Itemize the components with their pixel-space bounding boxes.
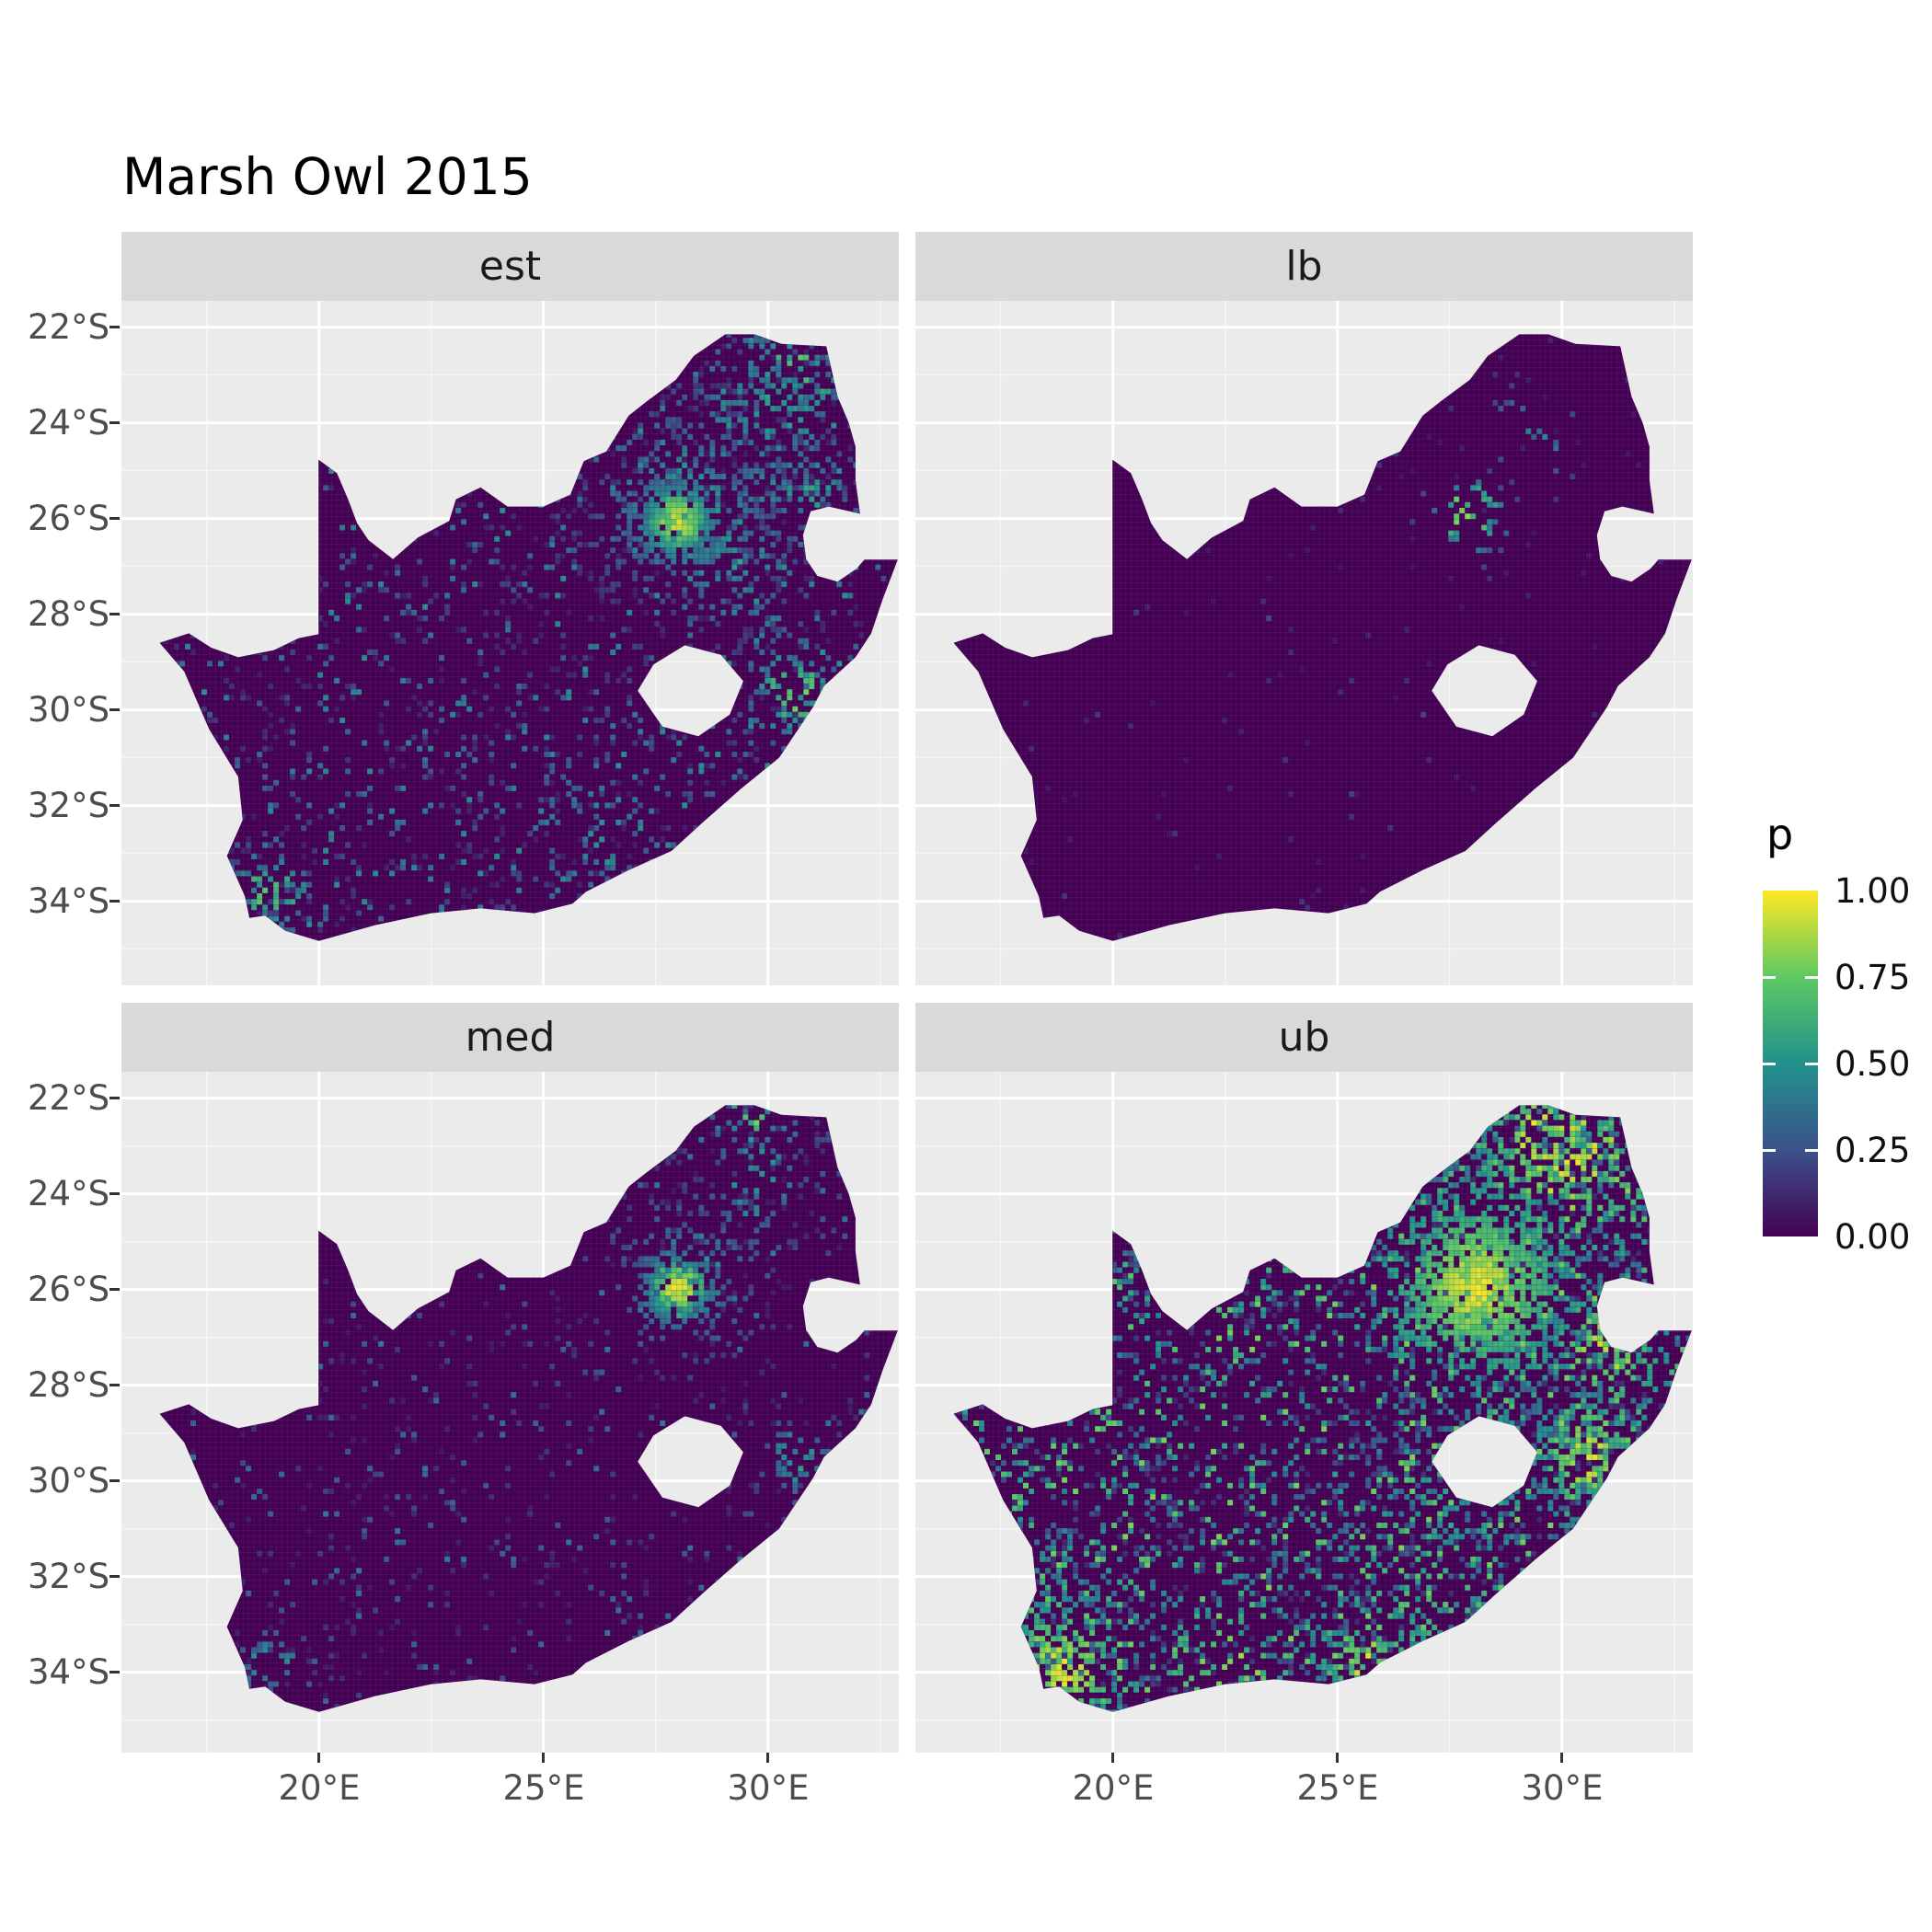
x-axis-tick-label: 30°E [1521, 1768, 1604, 1808]
colorbar-tick-mark [1763, 1063, 1776, 1065]
y-axis-tick-label: 28°S [28, 594, 110, 634]
y-axis-tick-label: 26°S [28, 1270, 110, 1309]
y-axis-tick-mark [109, 517, 120, 520]
map-svg-med [121, 1072, 899, 1753]
facet-panel-med [121, 1072, 899, 1753]
map-svg-ub [915, 1072, 1693, 1753]
legend-tick-label: 0.75 [1834, 958, 1911, 997]
y-axis-tick-mark [109, 613, 120, 615]
x-axis-tick-mark [766, 1753, 769, 1763]
y-axis-tick-label: 34°S [28, 881, 110, 921]
facet-panel-est [121, 301, 899, 985]
facet-label-med: med [465, 1014, 556, 1061]
x-axis-tick-mark [542, 1753, 545, 1763]
colorbar-tick-mark [1805, 1063, 1818, 1065]
y-axis-tick-mark [109, 1384, 120, 1386]
colorbar-tick-mark [1763, 976, 1776, 979]
y-axis-tick-mark [109, 1097, 120, 1099]
facet-panel-lb [915, 301, 1693, 985]
legend-tick-label: 0.25 [1834, 1131, 1911, 1170]
y-axis-tick-label: 30°S [28, 1461, 110, 1501]
y-axis-tick-label: 22°S [28, 307, 110, 347]
x-axis-tick-mark [1111, 1753, 1114, 1763]
y-axis-tick-mark [109, 421, 120, 424]
y-axis-tick-label: 22°S [28, 1078, 110, 1118]
legend-tick-label: 0.50 [1834, 1044, 1911, 1084]
y-axis-tick-label: 24°S [28, 403, 110, 443]
y-axis-tick-label: 26°S [28, 499, 110, 538]
y-axis-tick-label: 34°S [28, 1652, 110, 1692]
legend-tick-label: 1.00 [1834, 871, 1911, 911]
y-axis-tick-mark [109, 804, 120, 807]
x-axis-tick-mark [1560, 1753, 1563, 1763]
y-axis-tick-label: 24°S [28, 1174, 110, 1213]
chart-title: Marsh Owl 2015 [122, 147, 533, 206]
y-axis-tick-label: 32°S [28, 786, 110, 825]
facet-label-ub: ub [1278, 1014, 1330, 1061]
y-axis-tick-mark [109, 326, 120, 328]
map-svg-lb [915, 301, 1693, 985]
facet-strip-lb: lb [915, 232, 1693, 301]
y-axis-tick-mark [109, 1288, 120, 1291]
colorbar-tick-mark [1805, 976, 1818, 979]
x-axis-tick-label: 20°E [1072, 1768, 1155, 1808]
y-axis-tick-label: 28°S [28, 1365, 110, 1405]
x-axis-tick-mark [1336, 1753, 1339, 1763]
x-axis-tick-label: 25°E [1296, 1768, 1379, 1808]
y-axis-tick-mark [109, 900, 120, 903]
y-axis-tick-label: 32°S [28, 1557, 110, 1596]
facet-strip-med: med [121, 1003, 899, 1072]
facet-label-est: est [478, 243, 542, 290]
y-axis-tick-mark [109, 1192, 120, 1195]
legend-title: p [1766, 810, 1794, 859]
x-axis-tick-label: 30°E [727, 1768, 810, 1808]
x-axis-tick-label: 25°E [502, 1768, 585, 1808]
facet-strip-ub: ub [915, 1003, 1693, 1072]
legend-tick-label: 0.00 [1834, 1217, 1911, 1257]
colorbar-tick-mark [1763, 1149, 1776, 1152]
y-axis-tick-mark [109, 708, 120, 711]
facet-label-lb: lb [1285, 243, 1323, 290]
facet-panel-ub [915, 1072, 1693, 1753]
y-axis-tick-mark [109, 1479, 120, 1482]
map-svg-est [121, 301, 899, 985]
x-axis-tick-mark [317, 1753, 320, 1763]
colorbar-tick-mark [1805, 1149, 1818, 1152]
facet-strip-est: est [121, 232, 899, 301]
y-axis-tick-mark [109, 1671, 120, 1673]
y-axis-tick-label: 30°S [28, 690, 110, 730]
y-axis-tick-mark [109, 1575, 120, 1578]
x-axis-tick-label: 20°E [278, 1768, 361, 1808]
